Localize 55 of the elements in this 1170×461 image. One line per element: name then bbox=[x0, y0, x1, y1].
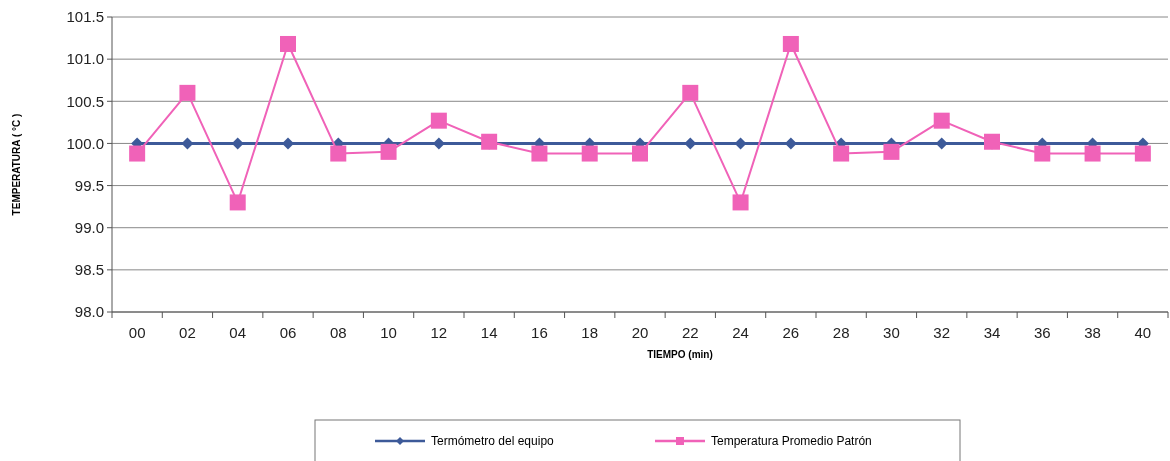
x-tick-label: 26 bbox=[782, 324, 800, 341]
x-tick-label: 36 bbox=[1033, 324, 1051, 341]
x-tick-label: 16 bbox=[531, 324, 548, 341]
y-tick-label: 100.5 bbox=[66, 92, 104, 110]
legend-label: Termómetro del equipo bbox=[431, 434, 555, 449]
y-tick-label: 100.0 bbox=[66, 134, 104, 152]
point bbox=[330, 145, 347, 162]
y-tick-label: 99.5 bbox=[74, 176, 104, 194]
point bbox=[933, 112, 950, 129]
x-tick-label: 18 bbox=[581, 324, 599, 341]
x-tick-label: 14 bbox=[480, 324, 498, 341]
x-tick-label: 10 bbox=[380, 324, 397, 341]
point bbox=[732, 194, 749, 211]
point bbox=[531, 145, 548, 162]
x-tick-label: 34 bbox=[983, 324, 1001, 341]
point bbox=[1134, 145, 1151, 162]
point bbox=[1084, 145, 1101, 162]
point bbox=[581, 145, 598, 162]
x-tick-label: 28 bbox=[832, 324, 850, 341]
point bbox=[282, 137, 294, 150]
point bbox=[229, 194, 246, 211]
point bbox=[280, 35, 296, 52]
x-tick-label: 20 bbox=[631, 324, 649, 341]
x-tick-label: 08 bbox=[329, 324, 347, 341]
y-tick-label: 98.0 bbox=[74, 303, 104, 321]
point bbox=[129, 145, 146, 162]
point bbox=[179, 84, 196, 101]
x-tick-label: 24 bbox=[732, 324, 749, 341]
x-tick-label: 06 bbox=[279, 324, 297, 341]
x-tick-label: 30 bbox=[883, 324, 900, 341]
x-tick-label: 32 bbox=[933, 324, 951, 341]
point bbox=[984, 133, 1000, 150]
y-tick-label: 101.0 bbox=[66, 50, 104, 68]
point bbox=[380, 143, 397, 160]
point bbox=[682, 84, 699, 101]
point bbox=[481, 133, 498, 150]
legend-label: Temperatura Promedio Patrón bbox=[711, 434, 872, 449]
x-tick-label: 40 bbox=[1134, 324, 1152, 341]
y-tick-label: 99.0 bbox=[74, 218, 104, 236]
x-tick-label: 04 bbox=[229, 324, 247, 341]
point bbox=[430, 112, 447, 129]
y-tick-label: 101.5 bbox=[66, 8, 104, 26]
x-tick-label: 22 bbox=[681, 324, 699, 341]
x-tick-label: 12 bbox=[430, 324, 448, 341]
point bbox=[1034, 145, 1051, 162]
y-tick-label: 98.5 bbox=[74, 261, 104, 279]
x-tick-label: 38 bbox=[1084, 324, 1101, 341]
point bbox=[833, 145, 850, 162]
point bbox=[883, 143, 900, 160]
y-axis-title: TEMPERATURA ( °C ) bbox=[11, 113, 22, 216]
point bbox=[632, 145, 648, 162]
x-tick-label: 00 bbox=[128, 324, 146, 341]
x-axis-title: TIEMPO (min) bbox=[647, 349, 713, 360]
point bbox=[782, 35, 799, 52]
x-tick-label: 02 bbox=[179, 324, 196, 341]
